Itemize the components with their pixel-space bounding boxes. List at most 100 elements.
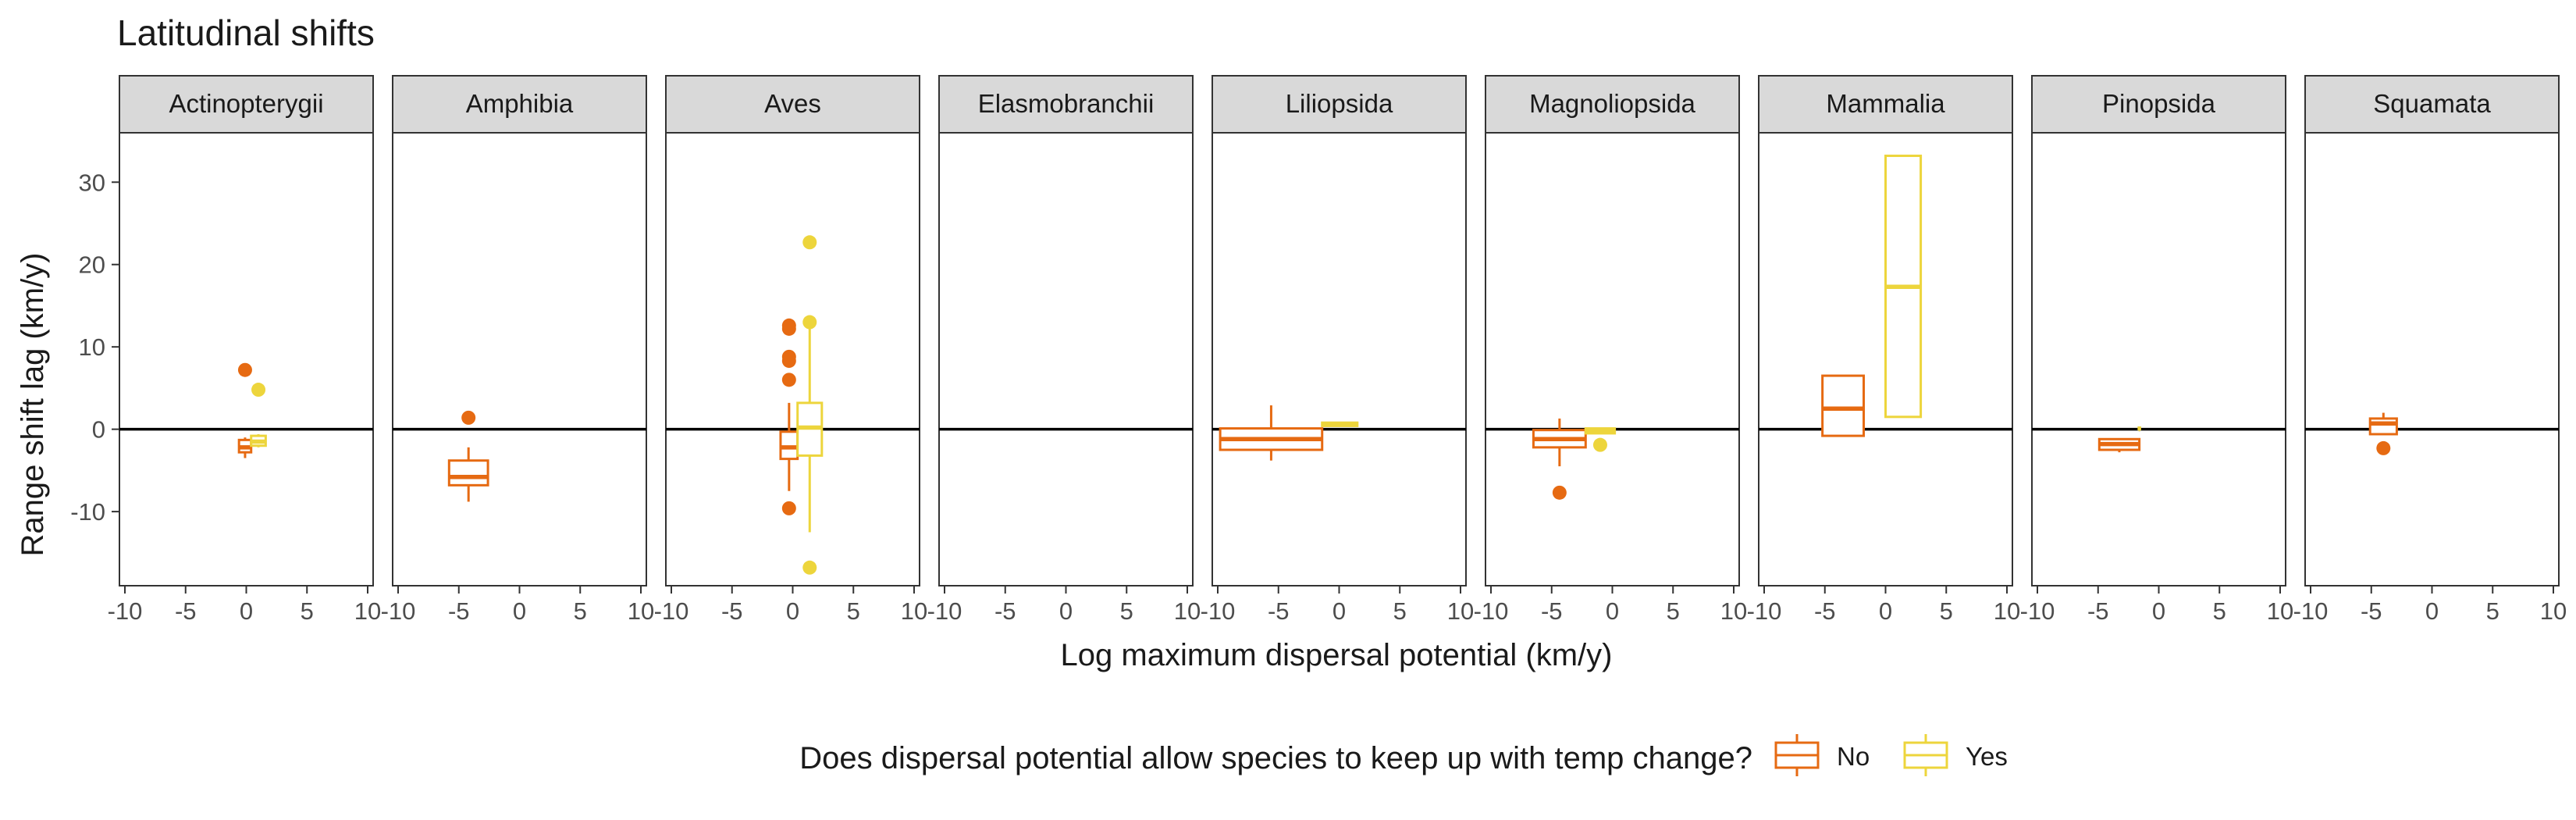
boxplot-yes — [796, 235, 824, 575]
x-tick-label: -10 — [2293, 597, 2329, 625]
boxplot-yes — [2137, 426, 2141, 432]
outlier-point — [781, 321, 796, 336]
facet-strip — [392, 75, 647, 134]
x-tick-label: 10 — [628, 597, 654, 625]
x-tick-label: 5 — [574, 597, 587, 625]
boxplot-no — [1821, 374, 1866, 437]
x-tick-label: -10 — [1201, 597, 1236, 625]
facet-strip — [119, 75, 374, 134]
outlier-point — [237, 362, 252, 377]
x-tick-label: 10 — [1447, 597, 1474, 625]
outlier-point — [1552, 485, 1567, 500]
y-tick-label: 30 — [79, 169, 105, 196]
facet-strip — [1212, 75, 1467, 134]
facet-strip-label: Mammalia — [1826, 89, 1945, 118]
x-tick-label: -10 — [381, 597, 416, 625]
panel-border — [1212, 132, 1467, 586]
legend-title: Does dispersal potential allow species t… — [799, 741, 1752, 775]
facet-strip — [2304, 75, 2560, 134]
box-iqr — [1821, 374, 1866, 437]
facet-strip-label: Pinopsida — [2102, 89, 2216, 118]
facet-strip-label: Magnoliopsida — [1529, 89, 1695, 118]
outlier-point — [802, 560, 817, 575]
x-tick-label: -5 — [175, 597, 197, 625]
x-tick-label: 10 — [354, 597, 381, 625]
x-tick-label: -5 — [2361, 597, 2382, 625]
facet-panel: Amphibia -10 -5 0 5 10 — [381, 75, 654, 625]
facet-strip-label: Actinopterygii — [169, 89, 323, 118]
boxplot-no — [2097, 437, 2141, 453]
boxplot-no — [1219, 405, 1324, 461]
boxplot-yes — [1884, 155, 1923, 419]
facet-panel: Liliopsida -10 -5 0 5 10 — [1201, 75, 1474, 625]
x-tick-label: 5 — [1667, 597, 1680, 625]
outlier-point — [461, 410, 476, 425]
facet-strip — [665, 75, 920, 134]
boxplot-no — [237, 362, 253, 458]
boxplot-yes — [1584, 427, 1617, 452]
legend: Does dispersal potential allow species t… — [799, 734, 2008, 776]
panel-border — [392, 132, 647, 586]
outlier-point — [802, 315, 817, 330]
facet-strip — [938, 75, 1194, 134]
x-tick-label: 5 — [2213, 597, 2226, 625]
x-axis-title: Log maximum dispersal potential (km/y) — [1061, 638, 1613, 672]
facet-panel: Magnoliopsida -10 -5 0 5 10 — [1474, 75, 1747, 625]
x-tick-label: -10 — [654, 597, 689, 625]
outlier-point — [781, 373, 796, 387]
facet-panel: Aves -10 -5 0 5 10 — [654, 75, 927, 625]
boxplot-no — [447, 410, 489, 502]
x-tick-label: 0 — [786, 597, 799, 625]
x-tick-label: 0 — [1059, 597, 1073, 625]
x-tick-label: -5 — [721, 597, 743, 625]
facet-strip-label: Amphibia — [466, 89, 574, 118]
x-tick-label: -10 — [927, 597, 962, 625]
x-tick-label: 5 — [847, 597, 860, 625]
box-iqr — [447, 459, 489, 487]
outlier-point — [802, 235, 817, 250]
x-tick-label: -5 — [1541, 597, 1563, 625]
facet-strip — [2031, 75, 2286, 134]
outlier-point — [781, 501, 796, 515]
facet-panel: Pinopsida -10 -5 0 5 10 — [2020, 75, 2293, 625]
boxplot-yes — [1321, 421, 1359, 427]
facet-panels: Actinopterygii-10 -5 0 5 10-100102030Amphibi… — [70, 75, 2567, 625]
x-tick-label: -5 — [1814, 597, 1836, 625]
x-tick-label: 10 — [2267, 597, 2293, 625]
x-tick-label: 10 — [901, 597, 927, 625]
facet-panel: Actinopterygii -10 -5 0 5 10 -10 0 10 20 30 — [70, 75, 381, 625]
x-tick-label: 0 — [2152, 597, 2165, 625]
outlier-point — [2376, 440, 2391, 455]
y-tick-label: 20 — [79, 251, 105, 279]
facet-strip — [1485, 75, 1740, 134]
facet-panel: Elasmobranchii -10 -5 0 5 10 — [927, 75, 1201, 625]
x-tick-label: 5 — [1940, 597, 1953, 625]
y-axis-title: Range shift lag (km/y) — [16, 252, 50, 556]
x-tick-label: 0 — [1606, 597, 1619, 625]
legend-key-no: No — [1774, 734, 1870, 776]
x-tick-label: 10 — [1174, 597, 1201, 625]
x-tick-label: -5 — [1268, 597, 1290, 625]
facet-panel: Mammalia -10 -5 0 5 10 — [1747, 75, 2020, 625]
x-tick-label: -10 — [108, 597, 143, 625]
y-tick-label: 0 — [92, 416, 105, 444]
facet-panel: Squamata -10 -5 0 5 10 — [2293, 75, 2567, 625]
boxplot-yes — [250, 383, 267, 447]
x-tick-label: 0 — [513, 597, 526, 625]
boxplot-no — [2368, 412, 2398, 455]
x-tick-label: -5 — [2087, 597, 2109, 625]
x-tick-label: -10 — [2020, 597, 2055, 625]
x-tick-label: 0 — [240, 597, 253, 625]
boxplot-no — [1532, 418, 1587, 500]
x-tick-label: 10 — [1994, 597, 2020, 625]
x-tick-label: -5 — [994, 597, 1016, 625]
facet-strip-label: Squamata — [2373, 89, 2491, 118]
x-tick-label: 5 — [1120, 597, 1133, 625]
x-tick-label: 5 — [1393, 597, 1407, 625]
legend-label: No — [1837, 742, 1870, 771]
facet-strip-label: Aves — [764, 89, 821, 118]
x-tick-label: 0 — [1879, 597, 1892, 625]
outlier-point — [1592, 437, 1607, 452]
